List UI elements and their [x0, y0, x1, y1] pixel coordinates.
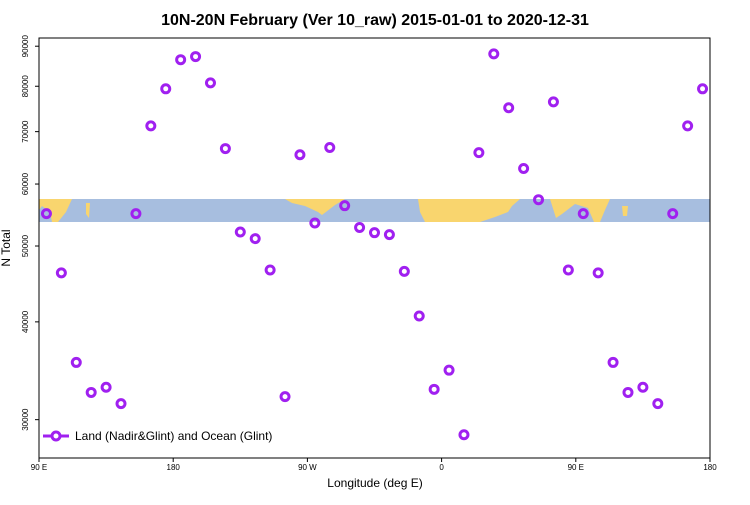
plot-frame [38, 37, 711, 459]
y-tick-label: 40000 [21, 310, 30, 333]
y-axis-label: N Total [0, 229, 13, 266]
point [697, 83, 709, 95]
point [667, 208, 679, 220]
point [70, 356, 82, 368]
point [339, 200, 351, 212]
point [219, 143, 231, 155]
x-tick-label: 180 [703, 463, 717, 472]
point [577, 208, 589, 220]
point [309, 217, 321, 229]
point [264, 264, 276, 276]
point [324, 142, 336, 154]
point [130, 208, 142, 220]
x-tick-label: 90 W [298, 463, 317, 472]
point [473, 147, 485, 159]
land [39, 199, 72, 222]
point [428, 383, 440, 395]
land [622, 206, 628, 216]
point [413, 310, 425, 322]
point [249, 233, 261, 245]
point [398, 265, 410, 277]
legend-label: Land (Nadir&Glint) and Ocean (Glint) [75, 429, 272, 443]
y-tick-label: 50000 [21, 234, 30, 257]
point [547, 96, 559, 108]
point [279, 391, 291, 403]
point [682, 120, 694, 132]
point [488, 48, 500, 60]
ocean [39, 199, 710, 222]
point [607, 356, 619, 368]
legend-marker [50, 430, 62, 442]
point [503, 102, 515, 114]
y-tick-label: 30000 [21, 408, 30, 431]
point [175, 54, 187, 66]
point [160, 83, 172, 95]
point [637, 381, 649, 393]
point [85, 386, 97, 398]
y-tick-label: 80000 [21, 75, 30, 98]
point [458, 429, 470, 441]
x-tick-label: 0 [439, 463, 444, 472]
map-band [39, 199, 710, 222]
point [383, 229, 395, 241]
x-tick-label: 90 E [31, 463, 47, 472]
point [40, 208, 52, 220]
land [418, 199, 520, 222]
y-tick-label: 70000 [21, 120, 30, 143]
point [562, 264, 574, 276]
x-tick-label: 180 [167, 463, 181, 472]
y-tick-label: 90000 [21, 35, 30, 58]
point [145, 120, 157, 132]
point [443, 364, 455, 376]
x-axis-label: Longitude (deg E) [327, 476, 422, 490]
point [592, 267, 604, 279]
point [294, 149, 306, 161]
point [533, 194, 545, 206]
y-tick-label: 60000 [21, 172, 30, 195]
point [518, 163, 530, 175]
land [86, 203, 90, 218]
land [285, 199, 345, 215]
x-tick-label: 90 E [568, 463, 584, 472]
point [190, 51, 202, 63]
point [234, 226, 246, 238]
point [204, 77, 216, 89]
point [622, 386, 634, 398]
point [115, 398, 127, 410]
point [354, 221, 366, 233]
chart-title: 10N-20N February (Ver 10_raw) 2015-01-01… [161, 12, 589, 29]
land [550, 199, 610, 222]
point [100, 381, 112, 393]
point [652, 398, 664, 410]
point [55, 267, 67, 279]
point [369, 227, 380, 239]
